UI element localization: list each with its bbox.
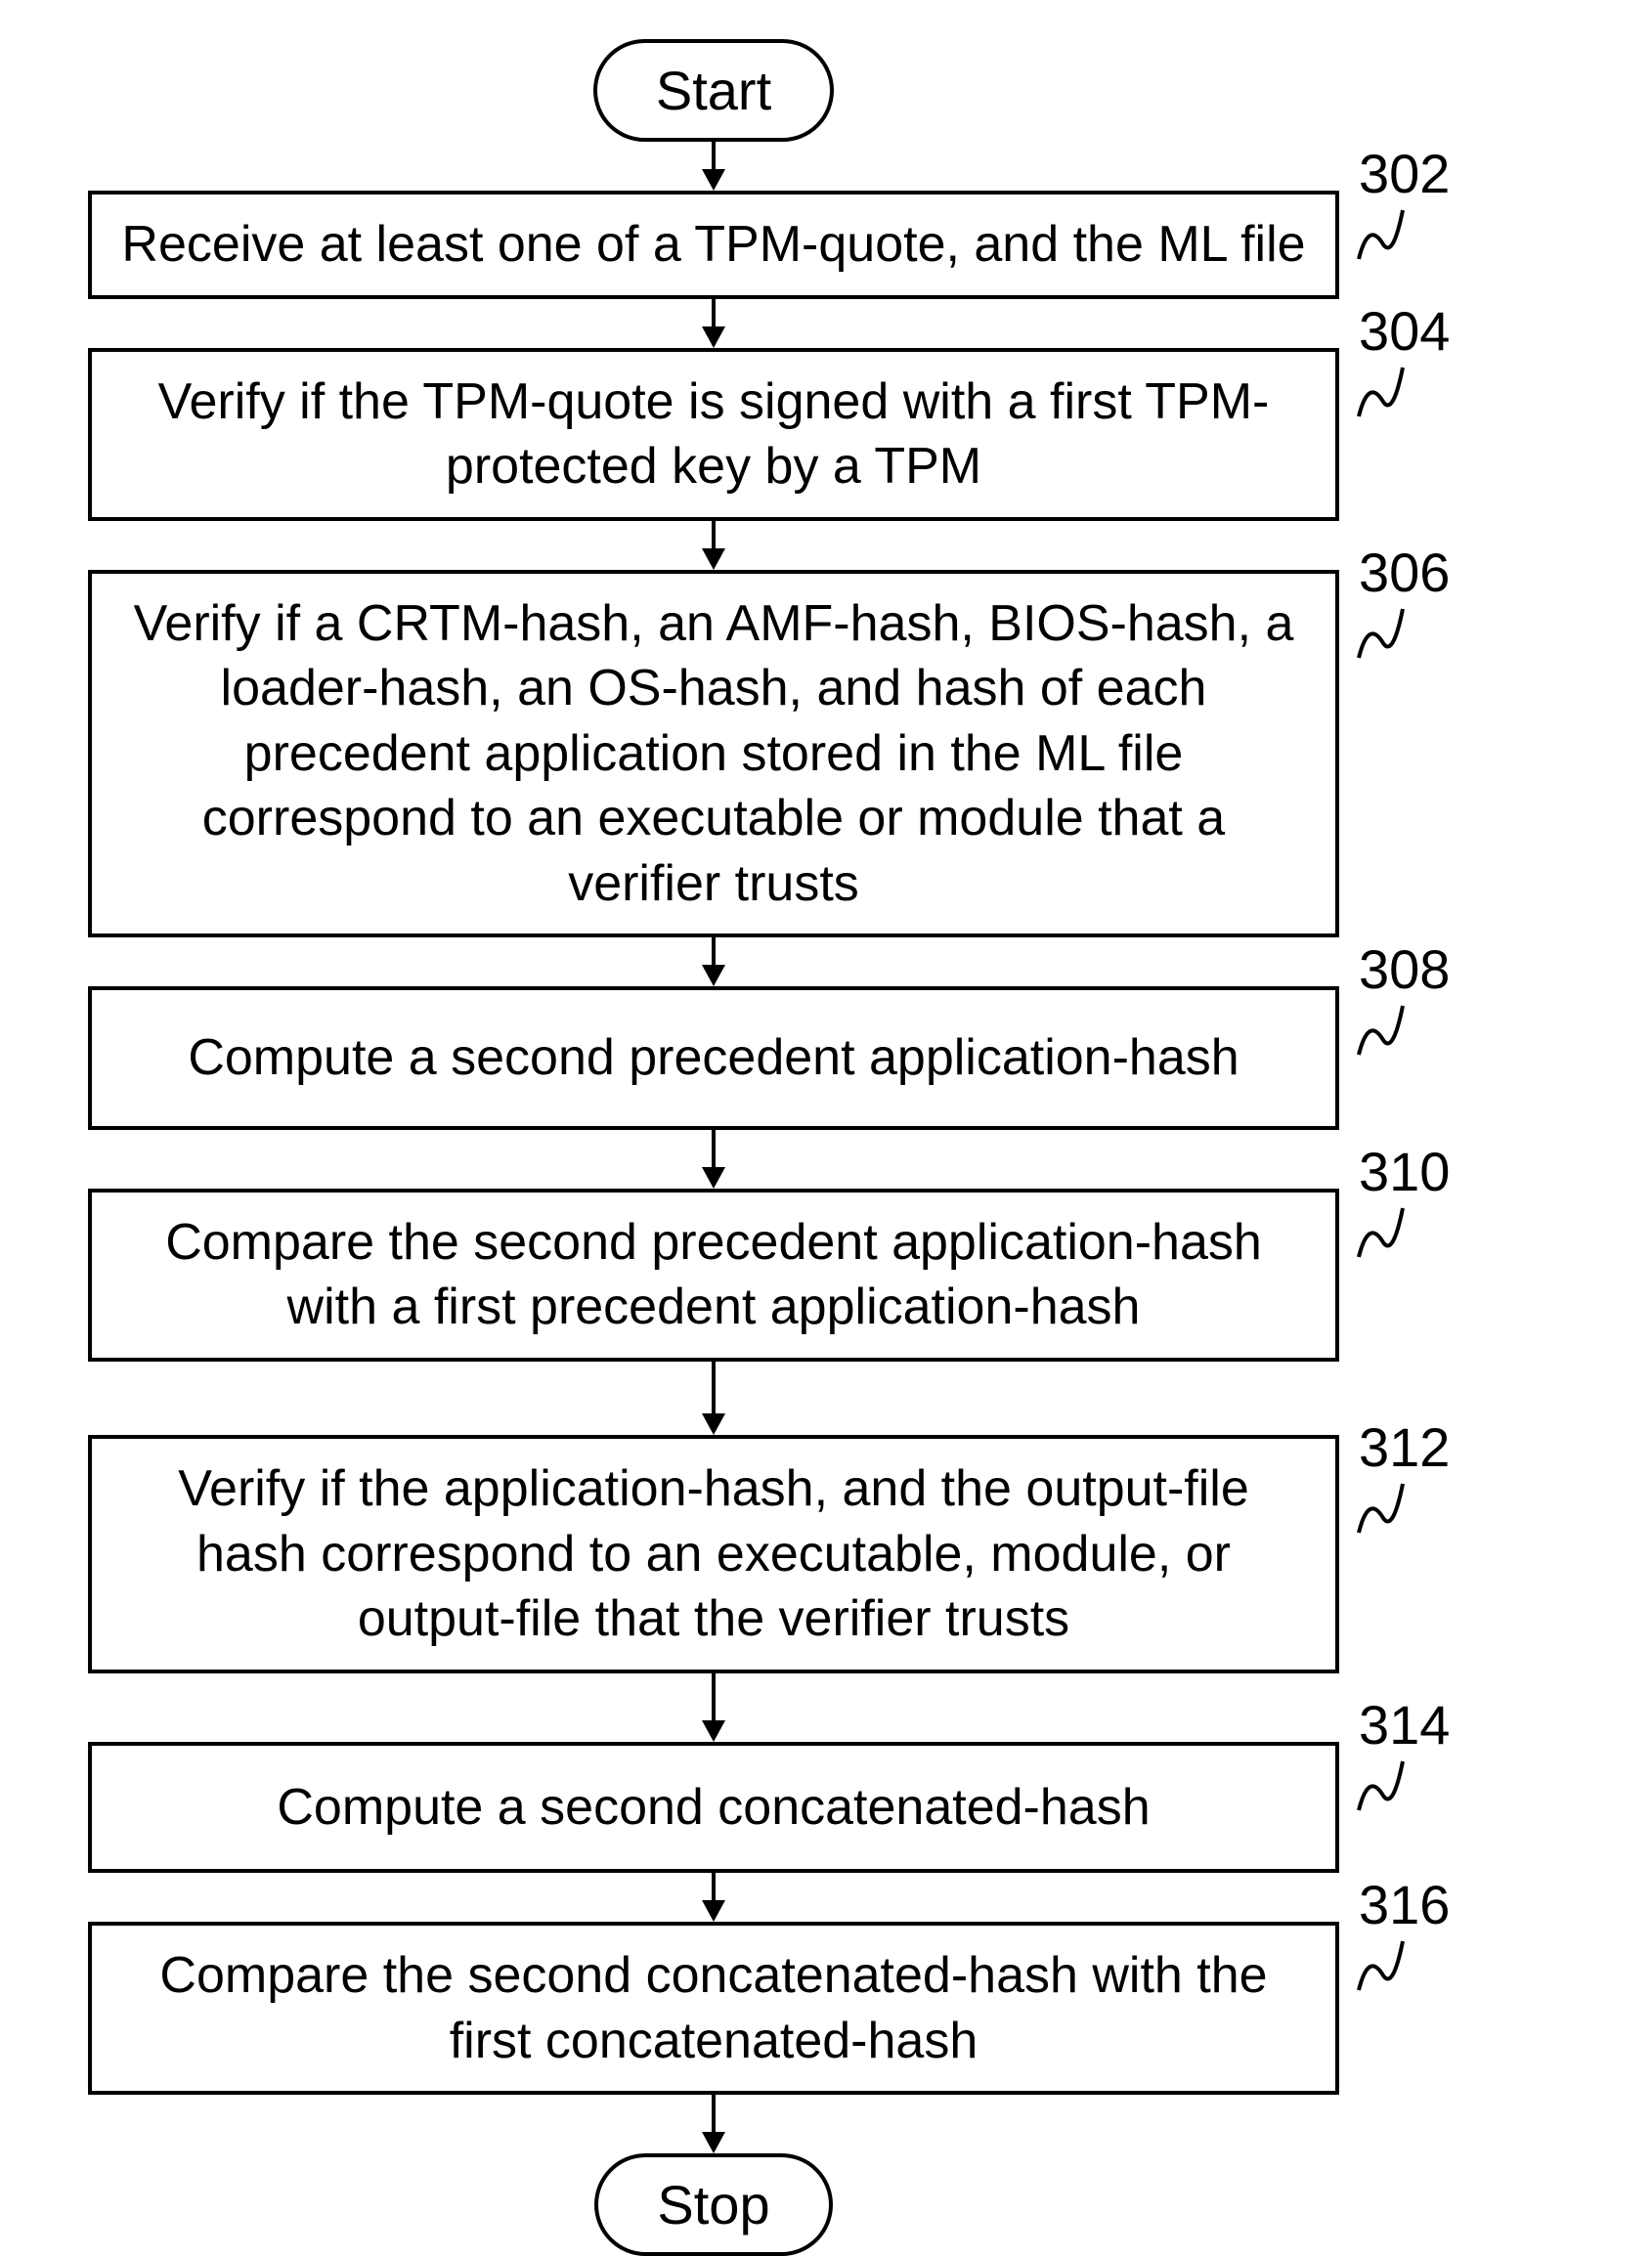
arrow xyxy=(88,1873,1339,1922)
step-316-row: Compare the second concatenated-hash wit… xyxy=(88,1922,1564,2095)
callout-squiggle-icon xyxy=(1349,1752,1417,1820)
step-312-label: 312 xyxy=(1359,1415,1450,1479)
step-304-row: Verify if the TPM-quote is signed with a… xyxy=(88,348,1564,521)
step-306-row: Verify if a CRTM-hash, an AMF-hash, BIOS… xyxy=(88,570,1564,938)
start-terminal: Start xyxy=(593,39,834,142)
arrow xyxy=(88,1673,1339,1742)
step-312-box: Verify if the application-hash, and the … xyxy=(88,1435,1339,1673)
step-310-box: Compare the second precedent application… xyxy=(88,1189,1339,1362)
step-302-row: Receive at least one of a TPM-quote, and… xyxy=(88,191,1564,299)
step-316-box: Compare the second concatenated-hash wit… xyxy=(88,1922,1339,2095)
step-314-row: Compute a second concatenated-hash 314 xyxy=(88,1742,1564,1874)
flowchart-container: Start Receive at least one of a TPM-quot… xyxy=(88,39,1564,2256)
step-304-box: Verify if the TPM-quote is signed with a… xyxy=(88,348,1339,521)
arrow xyxy=(88,937,1339,986)
start-row: Start xyxy=(88,39,1339,142)
step-306-label: 306 xyxy=(1359,541,1450,604)
step-312-row: Verify if the application-hash, and the … xyxy=(88,1435,1564,1673)
step-314-box: Compute a second concatenated-hash xyxy=(88,1742,1339,1874)
callout-squiggle-icon xyxy=(1349,358,1417,426)
arrow xyxy=(88,1130,1339,1189)
callout-squiggle-icon xyxy=(1349,996,1417,1064)
step-304-label: 304 xyxy=(1359,299,1450,363)
step-306-box: Verify if a CRTM-hash, an AMF-hash, BIOS… xyxy=(88,570,1339,938)
step-310-row: Compare the second precedent application… xyxy=(88,1189,1564,1362)
step-308-label: 308 xyxy=(1359,937,1450,1001)
callout-squiggle-icon xyxy=(1349,599,1417,668)
arrow xyxy=(88,1362,1339,1435)
callout-squiggle-icon xyxy=(1349,1198,1417,1267)
arrow xyxy=(88,142,1339,191)
callout-squiggle-icon xyxy=(1349,200,1417,269)
step-308-row: Compute a second precedent application-h… xyxy=(88,986,1564,1130)
callout-squiggle-icon xyxy=(1349,1474,1417,1542)
step-316-label: 316 xyxy=(1359,1873,1450,1936)
arrow xyxy=(88,299,1339,348)
arrow xyxy=(88,2095,1339,2153)
step-308-box: Compute a second precedent application-h… xyxy=(88,986,1339,1130)
stop-terminal: Stop xyxy=(594,2153,832,2256)
step-302-label: 302 xyxy=(1359,142,1450,205)
stop-row: Stop xyxy=(88,2153,1339,2256)
arrow xyxy=(88,521,1339,570)
callout-squiggle-icon xyxy=(1349,1931,1417,2000)
step-314-label: 314 xyxy=(1359,1693,1450,1757)
step-302-box: Receive at least one of a TPM-quote, and… xyxy=(88,191,1339,299)
step-310-label: 310 xyxy=(1359,1140,1450,1203)
